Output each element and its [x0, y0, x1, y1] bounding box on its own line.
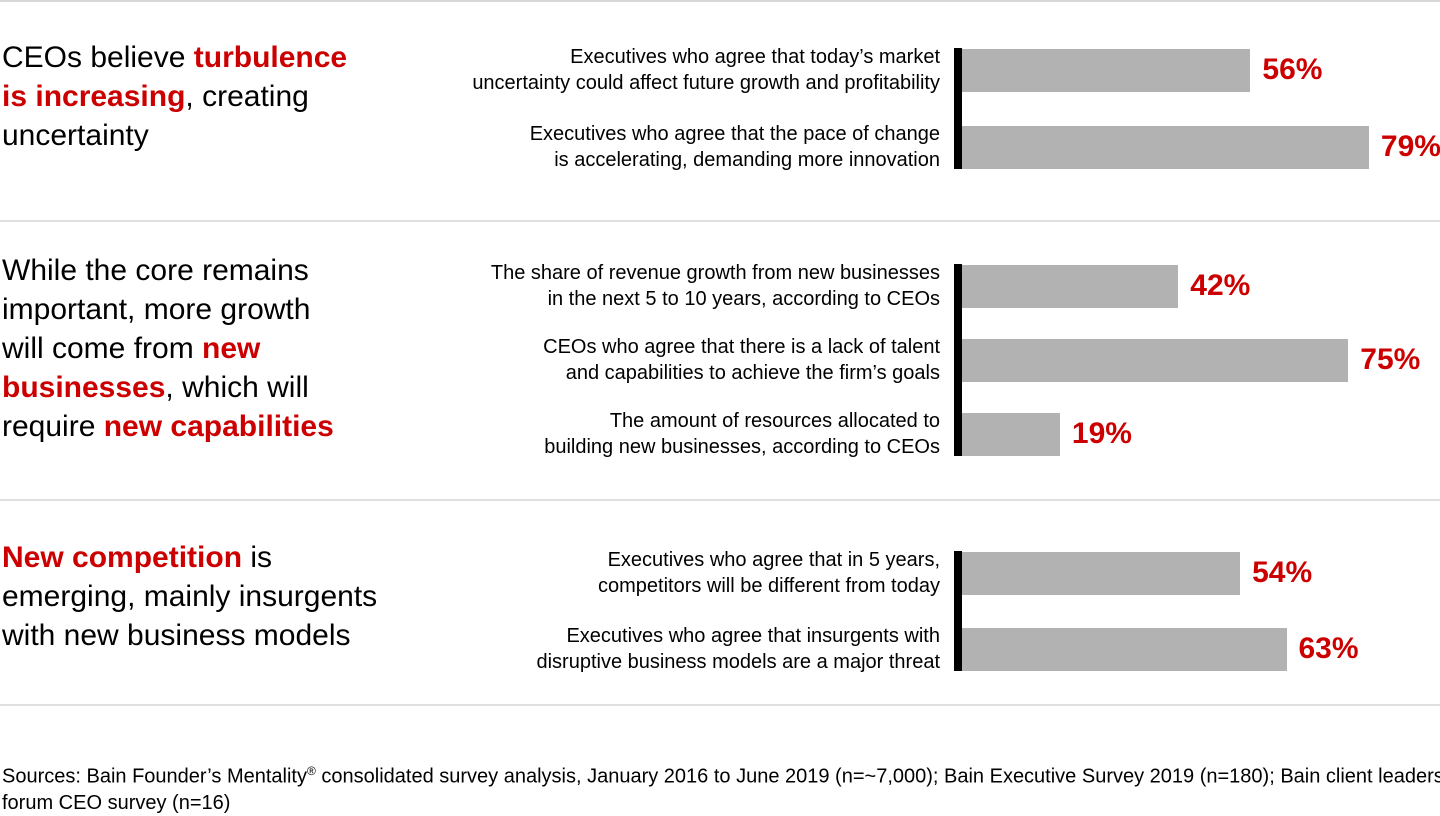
section-headline: While the core remains important, more g… [0, 251, 430, 499]
bar-row: The amount of resources allocated to bui… [430, 408, 1440, 460]
bar-track: 54% [954, 547, 1440, 599]
headline-text: is emerging, mainly insurgents with new … [2, 541, 378, 652]
value-label: 56% [1262, 53, 1323, 86]
bar-rows: Executives who agree that today’s market… [430, 44, 1440, 173]
bar-row: Executives who agree that the pace of ch… [430, 121, 1440, 173]
bar-rows: Executives who agree that in 5 years, co… [430, 547, 1440, 675]
headline-text: While the core remains important, more g… [2, 254, 311, 365]
bar [962, 264, 1179, 308]
bar-chart: Executives who agree that in 5 years, co… [430, 501, 1440, 704]
headline-emphasis: new businesses [2, 332, 261, 404]
bar-row: Executives who agree that in 5 years, co… [430, 547, 1440, 599]
value-label: 63% [1298, 632, 1359, 665]
source-note: Sources: Bain Founder’s Mentality® conso… [0, 704, 1440, 816]
top-border [0, 0, 1440, 2]
bar-track: 42% [954, 260, 1440, 312]
value-label: 54% [1252, 556, 1313, 589]
bar-chart: Executives who agree that today’s market… [430, 2, 1440, 220]
bar-track: 56% [954, 44, 1440, 96]
headline-emphasis: turbulence is increasing [2, 41, 348, 113]
bar-chart: The share of revenue growth from new bus… [430, 222, 1440, 499]
bar-rows: The share of revenue growth from new bus… [430, 260, 1440, 460]
bar-row: Executives who agree that today’s market… [430, 44, 1440, 96]
bar-label: Executives who agree that in 5 years, co… [597, 549, 940, 597]
bar-label: Executives who agree that today’s market… [472, 46, 940, 94]
bar [962, 125, 1369, 169]
axis-line [954, 551, 962, 671]
bar-label: CEOs who agree that there is a lack of t… [543, 336, 940, 384]
value-label: 19% [1071, 417, 1132, 450]
value-label: 42% [1190, 269, 1251, 302]
chart-section: New competition is emerging, mainly insu… [0, 499, 1440, 704]
chart-sections: CEOs believe turbulence is increasing, c… [0, 2, 1440, 704]
bar-track: 75% [954, 334, 1440, 386]
bar-label: The share of revenue growth from new bus… [490, 262, 940, 310]
bar-track: 63% [954, 623, 1440, 675]
bar-row: The share of revenue growth from new bus… [430, 260, 1440, 312]
bar [962, 48, 1251, 92]
section-headline: CEOs believe turbulence is increasing, c… [0, 38, 430, 220]
value-label: 79% [1380, 130, 1440, 163]
bar [962, 338, 1349, 382]
section-headline: New competition is emerging, mainly insu… [0, 538, 430, 704]
bar-label: Executives who agree that the pace of ch… [529, 123, 940, 171]
axis-line [954, 264, 962, 456]
bar-row: Executives who agree that insurgents wit… [430, 623, 1440, 675]
source-text-before: Sources: Bain Founder’s Mentality [2, 765, 307, 788]
bar-track: 19% [954, 408, 1440, 460]
chart-section: While the core remains important, more g… [0, 220, 1440, 499]
bar-label: Executives who agree that insurgents wit… [536, 625, 940, 673]
source-text-after: consolidated survey analysis, January 20… [2, 765, 1440, 814]
bar [962, 412, 1060, 456]
value-label: 75% [1360, 343, 1421, 376]
bar-label: The amount of resources allocated to bui… [544, 410, 940, 458]
bar-row: CEOs who agree that there is a lack of t… [430, 334, 1440, 386]
headline-text: CEOs believe [2, 41, 194, 74]
bar [962, 551, 1241, 595]
headline-emphasis: new capabilities [103, 410, 334, 443]
headline-text: , which will require [2, 371, 309, 443]
chart-section: CEOs believe turbulence is increasing, c… [0, 2, 1440, 220]
axis-line [954, 48, 962, 169]
headline-emphasis: New competition [2, 541, 243, 574]
bar [962, 627, 1287, 671]
registered-mark: ® [306, 764, 316, 778]
headline-text: , creating uncertainty [2, 80, 309, 152]
bar-track: 79% [954, 121, 1440, 173]
